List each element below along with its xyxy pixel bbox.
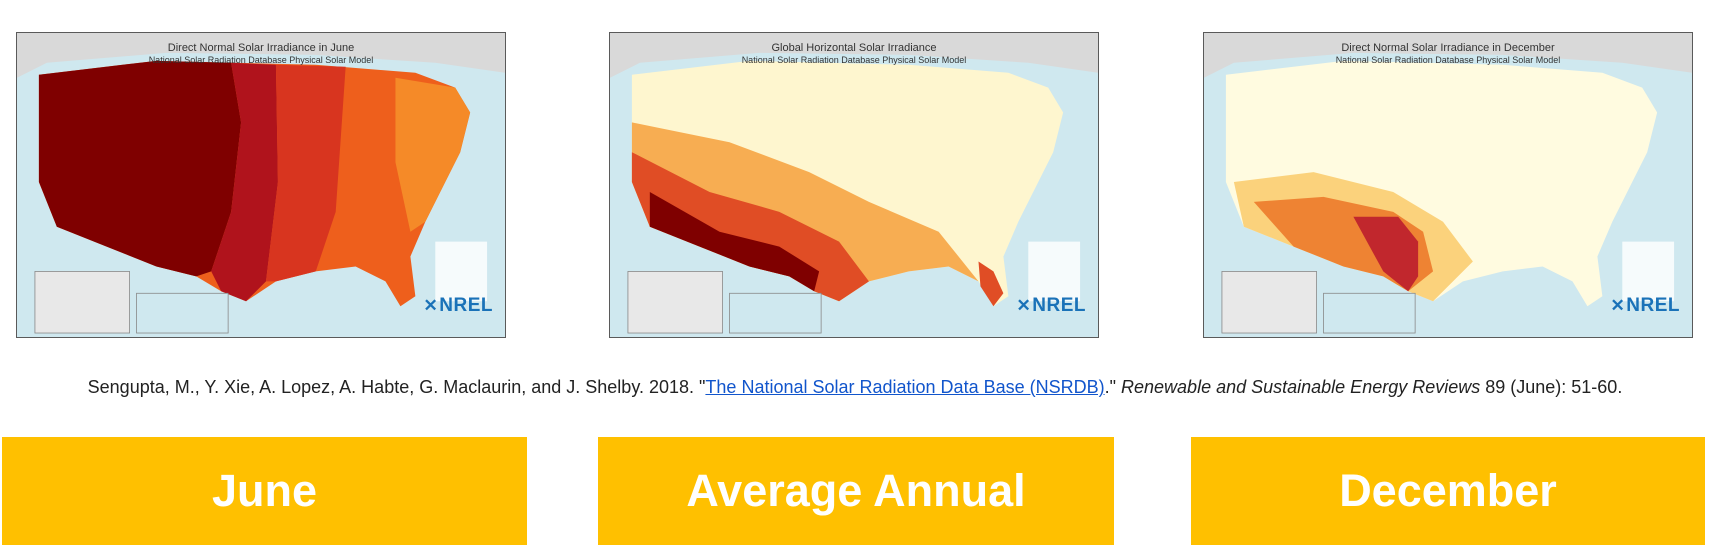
label-june: June xyxy=(211,465,318,516)
nrel-logo-annual: ✕NREL xyxy=(1017,295,1086,317)
nrel-logo-december: ✕NREL xyxy=(1611,295,1680,317)
nrel-logo-text: NREL xyxy=(1626,295,1680,316)
nrel-x-icon: ✕ xyxy=(1016,296,1032,315)
map-june-subtitle: National Solar Radiation Database Physic… xyxy=(148,55,374,65)
map-june-graphic xyxy=(17,33,505,337)
label-box-december: December xyxy=(1191,437,1705,545)
map-december-subtitle: National Solar Radiation Database Physic… xyxy=(1335,55,1561,65)
label-box-annual: Average Annual xyxy=(598,437,1114,545)
nsrdb-link[interactable]: The National Solar Radiation Data Base (… xyxy=(705,377,1105,397)
citation-prefix: Sengupta, M., Y. Xie, A. Lopez, A. Habte… xyxy=(87,377,706,397)
citation-suffix: 89 (June): 51-60. xyxy=(1480,377,1623,397)
map-annual: Global Horizontal Solar Irradiance Natio… xyxy=(609,32,1099,338)
map-june: Direct Normal Solar Irradiance in June N… xyxy=(16,32,506,338)
citation-journal: Renewable and Sustainable Energy Reviews xyxy=(1121,377,1481,397)
label-december: December xyxy=(1339,465,1557,516)
map-december-title: Direct Normal Solar Irradiance in Decemb… xyxy=(1341,42,1555,54)
citation: Sengupta, M., Y. Xie, A. Lopez, A. Habte… xyxy=(0,377,1710,398)
citation-middle: ." xyxy=(1104,377,1122,397)
nrel-x-icon: ✕ xyxy=(423,296,439,315)
map-june-title: Direct Normal Solar Irradiance in June xyxy=(167,42,355,54)
map-annual-subtitle: National Solar Radiation Database Physic… xyxy=(741,55,967,65)
nrel-logo-text: NREL xyxy=(439,295,493,316)
map-december: Direct Normal Solar Irradiance in Decemb… xyxy=(1203,32,1693,338)
label-annual: Average Annual xyxy=(686,465,1026,516)
map-annual-graphic xyxy=(610,33,1098,337)
nrel-logo-text: NREL xyxy=(1032,295,1086,316)
map-annual-title: Global Horizontal Solar Irradiance xyxy=(771,42,937,54)
map-december-graphic xyxy=(1204,33,1692,337)
nrel-logo-june: ✕NREL xyxy=(424,295,493,317)
label-box-june: June xyxy=(2,437,527,545)
nrel-x-icon: ✕ xyxy=(1610,296,1626,315)
